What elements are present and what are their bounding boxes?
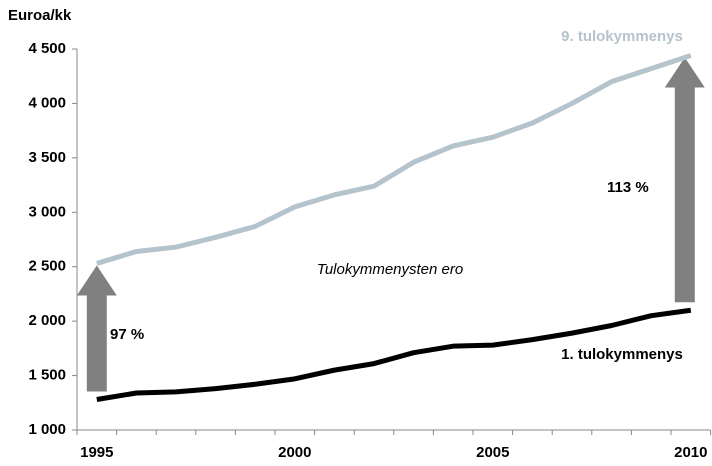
difference-arrow	[664, 57, 705, 303]
y-tick-label: 2 500	[28, 258, 66, 275]
y-tick-label: 4 500	[28, 40, 66, 57]
x-tick-label: 1995	[80, 444, 113, 461]
difference-arrow	[76, 265, 117, 392]
series-line	[96, 53, 692, 266]
y-axis-label: Euroa/kk	[8, 7, 72, 24]
y-tick-label: 3 000	[28, 203, 66, 220]
annotation: 97 %	[110, 326, 144, 343]
series-label: 9. tulokymmenys	[561, 28, 683, 45]
series-line	[96, 307, 692, 402]
annotation: 113 %	[607, 179, 649, 196]
y-tick-label: 1 500	[28, 367, 66, 384]
y-tick-label: 4 000	[28, 94, 66, 111]
annotation: Tulokymmenysten ero	[317, 261, 463, 278]
x-tick-label: 2005	[476, 444, 509, 461]
y-tick-label: 3 500	[28, 149, 66, 166]
x-tick-label: 2000	[278, 444, 311, 461]
y-tick-label: 2 000	[28, 312, 66, 329]
y-tick-label: 1 000	[28, 421, 66, 438]
series-label: 1. tulokymmenys	[561, 346, 683, 363]
x-tick-label: 2010	[674, 444, 707, 461]
